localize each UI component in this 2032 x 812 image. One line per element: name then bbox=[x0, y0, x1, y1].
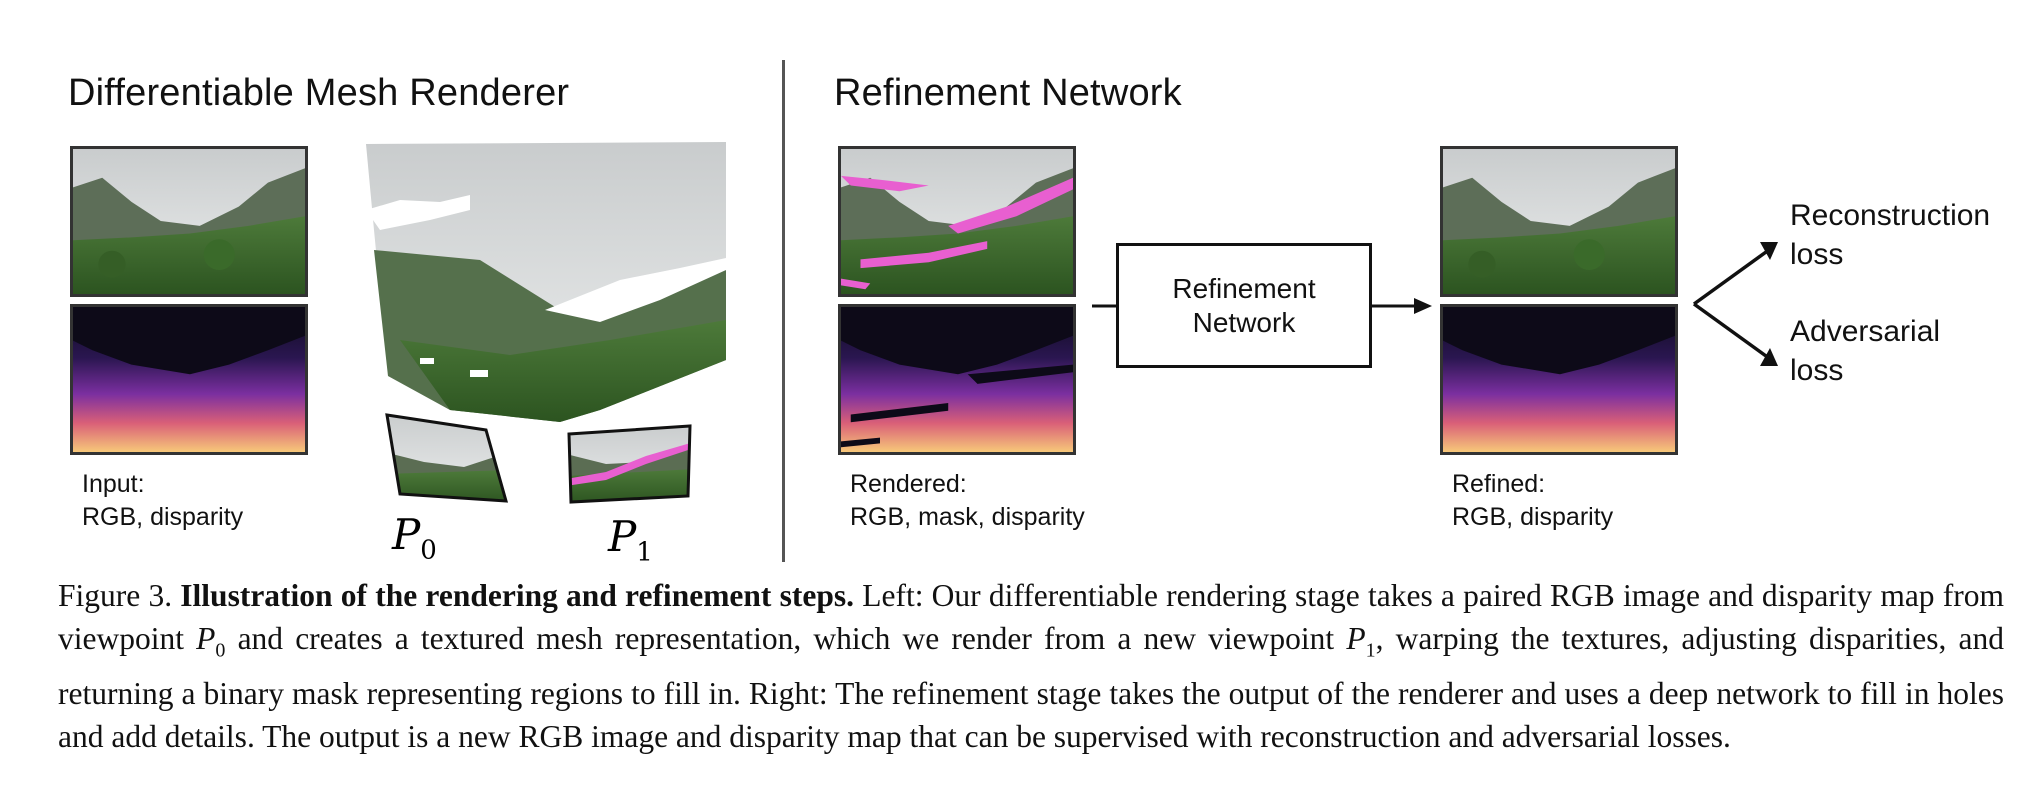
viewpoint-p0-label: P0 bbox=[392, 510, 437, 565]
p1-symbol: P bbox=[608, 512, 637, 561]
caption-p0-sub: 0 bbox=[215, 639, 226, 662]
caption-bold-title: Illustration of the rendering and refine… bbox=[180, 578, 855, 613]
viewpoint-p1-label: P1 bbox=[608, 512, 653, 567]
caption-text-3: , warping the textures, adjusting dispar… bbox=[58, 621, 2004, 755]
viewpoint-p0-frame bbox=[384, 412, 510, 504]
p0-subscript: 0 bbox=[420, 535, 437, 566]
input-label-line2: RGB, disparity bbox=[82, 503, 244, 531]
reconstruction-loss-line2: loss bbox=[1790, 238, 1844, 271]
refined-label-line1: Refined: bbox=[1452, 470, 1546, 498]
p1-subscript: 1 bbox=[636, 537, 653, 568]
refined-rgb-image bbox=[1440, 146, 1678, 297]
rendered-rgb-image bbox=[838, 146, 1076, 297]
rendered-disparity-map bbox=[838, 304, 1076, 455]
p0-symbol: P bbox=[392, 510, 421, 559]
reconstruction-loss-line1: Reconstruction bbox=[1790, 199, 1991, 232]
caption-p0: P bbox=[196, 621, 216, 656]
input-label-line1: Input: bbox=[82, 470, 145, 498]
caption-text-1: Left: Our differentiable rendering stage… bbox=[58, 578, 2004, 656]
caption-text-2: and creates a textured mesh representati… bbox=[225, 621, 1347, 656]
network-box-line2: Network bbox=[1192, 306, 1296, 338]
rendered-label-line1: Rendered: bbox=[850, 470, 967, 498]
adversarial-loss-line1: Adversarial bbox=[1790, 315, 1941, 348]
right-section-title: Refinement Network bbox=[834, 72, 1182, 114]
caption-figure-number: Figure 3. bbox=[58, 578, 173, 613]
figure-caption: Figure 3. Illustration of the rendering … bbox=[58, 574, 2004, 758]
input-disparity-map bbox=[70, 304, 308, 455]
loss-branch-arrows bbox=[1692, 242, 1778, 366]
caption-p1: P bbox=[1346, 621, 1366, 656]
refined-disparity-map bbox=[1440, 304, 1678, 455]
adversarial-loss-line2: loss bbox=[1790, 354, 1844, 387]
refined-label-line2: RGB, disparity bbox=[1452, 503, 1614, 531]
left-section-title: Differentiable Mesh Renderer bbox=[68, 72, 570, 114]
caption-p1-sub: 1 bbox=[1365, 639, 1376, 662]
refinement-network-box: Refinement Network bbox=[1116, 243, 1372, 368]
input-rgb-image bbox=[70, 146, 308, 297]
viewpoint-p1-frame bbox=[566, 424, 694, 504]
network-box-line1: Refinement bbox=[1172, 272, 1316, 304]
rendered-label-line2: RGB, mask, disparity bbox=[850, 503, 1085, 531]
section-divider bbox=[782, 60, 785, 562]
network-arrows bbox=[1092, 298, 1432, 314]
warped-mesh-render bbox=[360, 140, 730, 430]
